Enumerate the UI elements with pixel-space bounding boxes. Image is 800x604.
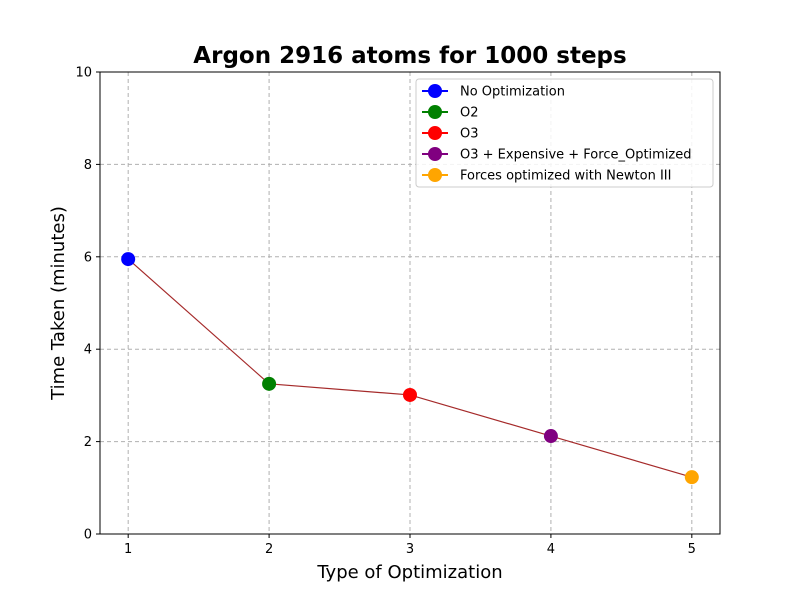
x-tick-label: 5 — [688, 542, 696, 557]
legend-items: No Optimization O2 O3 O3 + Expensive + Forc… — [422, 84, 692, 184]
legend-marker-swatch — [428, 168, 442, 182]
y-tick-label: 10 — [75, 66, 92, 81]
x-tick-label: 2 — [265, 542, 273, 557]
data-point-3 — [403, 387, 417, 402]
legend-frame — [415, 78, 714, 188]
legend-label: Forces optimized with Newton III — [460, 169, 671, 184]
y-tick-label: 0 — [84, 528, 92, 543]
legend-entry: O3 — [422, 126, 479, 142]
legend-marker-swatch — [428, 147, 442, 161]
legend-label: O3 + Expensive + Force_Optimized — [460, 148, 692, 163]
x-tick-label: 3 — [406, 542, 414, 557]
legend-label: No Optimization — [460, 85, 565, 100]
data-point-1 — [121, 252, 136, 267]
legend-label: O2 — [460, 106, 479, 121]
y-tick-label: 8 — [84, 158, 92, 173]
y-tick-label: 2 — [84, 435, 92, 450]
legend-marker-swatch — [428, 126, 442, 140]
chart-title: Argon 2916 atoms for 1000 steps — [193, 43, 626, 69]
x-axis-ticks: 1 2 3 4 5 — [124, 534, 696, 557]
data-point-5 — [684, 470, 699, 485]
data-point-2 — [262, 376, 277, 391]
legend: No Optimization O2 O3 O3 + Expensive + Forc… — [415, 78, 714, 188]
data-point-4 — [543, 429, 558, 444]
y-axis-label: Time Taken (minutes) — [48, 206, 69, 401]
x-tick-label: 4 — [547, 542, 555, 557]
y-tick-label: 4 — [84, 343, 92, 358]
legend-marker-swatch — [428, 84, 442, 98]
x-axis-label: Type of Optimization — [316, 562, 502, 583]
legend-entry: O2 — [422, 105, 479, 121]
x-tick-label: 1 — [124, 542, 132, 557]
legend-entry: O3 + Expensive + Force_Optimized — [422, 147, 692, 163]
legend-entry: Forces optimized with Newton III — [422, 168, 671, 184]
data-points — [121, 252, 699, 485]
y-axis-ticks: 0 2 4 6 8 10 — [75, 66, 100, 543]
legend-marker-swatch — [428, 105, 442, 119]
legend-entry: No Optimization — [422, 84, 565, 100]
y-tick-label: 6 — [84, 250, 92, 265]
legend-label: O3 — [460, 127, 479, 142]
